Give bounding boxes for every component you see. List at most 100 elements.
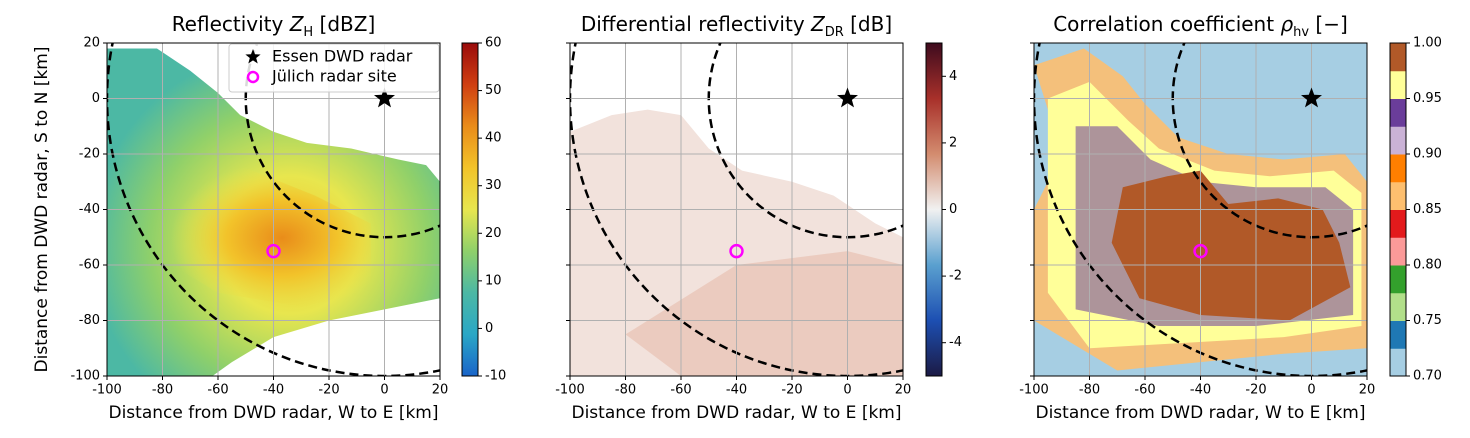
colorbar-segment [1390, 320, 1406, 349]
x-axis-label: Distance from DWD radar, W to E [km] [571, 403, 901, 423]
colorbar-tick-label: -4 [949, 335, 962, 350]
title-part: [dB] [844, 12, 892, 36]
colorbar-segment [1390, 98, 1406, 127]
x-tick-label: -20 [318, 383, 339, 398]
x-axis-label: Distance from DWD radar, W to E [km] [1035, 403, 1365, 423]
x-tick-label: -40 [726, 383, 747, 398]
colorbar-tick-label: 0.85 [1413, 202, 1442, 217]
colorbar-segment [1390, 265, 1406, 294]
title-part: Z [289, 12, 305, 36]
title-part: hv [1293, 25, 1309, 40]
field-region [148, 154, 371, 307]
y-tick-label: -40 [79, 202, 100, 217]
x-tick-label: -80 [615, 383, 636, 398]
colorbar-tick-label: 0.70 [1413, 369, 1442, 384]
x-tick-label: -20 [1245, 383, 1266, 398]
x-tick-label: -60 [207, 383, 228, 398]
field-region [625, 251, 903, 376]
legend-marker [246, 70, 260, 84]
x-tick-label: -40 [263, 383, 284, 398]
y-tick-label: -20 [79, 147, 100, 162]
chart-title: Differential reflectivity ZDR [dB] [581, 12, 892, 41]
chart-title: Correlation coefficient ρhv [−] [1053, 12, 1348, 41]
radar-marker [1301, 87, 1322, 108]
colorbar-tick-label: 0 [949, 202, 957, 217]
title-part: [−] [1309, 12, 1348, 36]
colorbar-segment [1390, 126, 1406, 155]
axes-frame [106, 42, 441, 377]
colorbar-tick-label: 40 [485, 131, 502, 146]
colorbar-segment [1390, 209, 1406, 238]
legend-label: Jülich radar site [271, 67, 397, 86]
colorbar-tick-label: 0.80 [1413, 258, 1442, 273]
y-tick-label: -80 [79, 313, 100, 328]
y-tick-label: -100 [70, 369, 100, 384]
title-part: ρ [1280, 12, 1293, 36]
colorbar-tick-label: 10 [485, 273, 502, 288]
colorbar-tick-label: 2 [949, 135, 957, 150]
colorbar-tick-label: 30 [485, 178, 502, 193]
colorbar-tick-label: 60 [485, 36, 502, 51]
x-tick-label: -40 [1190, 383, 1211, 398]
colorbar-tick-label: -10 [485, 369, 506, 384]
radar-marker [837, 87, 858, 108]
colorbar-segment [1390, 154, 1406, 183]
x-tick-label: -20 [781, 383, 802, 398]
y-tick-label: -60 [79, 258, 100, 273]
colorbar-segment [1390, 181, 1406, 210]
colorbar-segment [1390, 237, 1406, 266]
axes-frame [569, 42, 904, 377]
site-marker [266, 243, 281, 259]
x-axis-label: Distance from DWD radar, W to E [km] [108, 403, 438, 423]
x-tick-label: 0 [843, 383, 851, 398]
colorbar-tick-label: 0 [485, 321, 493, 336]
title-part: DR [825, 25, 844, 40]
x-tick-label: -80 [1079, 383, 1100, 398]
colorbar-tick-label: 50 [485, 83, 502, 98]
title-part: Differential reflectivity [581, 12, 811, 36]
radar-marker [374, 87, 395, 108]
colorbar-segment [1390, 43, 1406, 72]
title-part: Z [810, 12, 826, 36]
x-tick-label: 0 [1307, 383, 1315, 398]
legend-marker [245, 49, 261, 64]
x-tick-label: -100 [555, 383, 585, 398]
colorbar-frame [461, 42, 479, 377]
y-tick-label: 0 [92, 91, 100, 106]
x-tick-label: 0 [380, 383, 388, 398]
x-tick-label: -100 [1019, 383, 1049, 398]
title-part: [dBZ] [313, 12, 375, 36]
y-tick-label: 20 [83, 36, 100, 51]
colorbar-segment [1390, 292, 1406, 321]
colorbar-segment [1390, 70, 1406, 99]
colorbar-tick-label: 0.75 [1413, 313, 1442, 328]
x-tick-label: 20 [432, 383, 449, 398]
x-tick-label: -60 [1134, 383, 1155, 398]
legend-label: Essen DWD radar [272, 47, 413, 66]
x-tick-label: -60 [670, 383, 691, 398]
title-part: Correlation coefficient [1053, 12, 1280, 36]
site-marker [1193, 243, 1208, 259]
colorbar-tick-label: 1.00 [1413, 36, 1442, 51]
title-part: H [303, 25, 313, 40]
x-tick-label: 20 [1359, 383, 1376, 398]
site-marker [729, 243, 744, 259]
colorbar-tick-label: 0.95 [1413, 91, 1442, 106]
colorbar [462, 43, 478, 376]
legend-box [228, 43, 440, 93]
y-axis-label: Distance from DWD radar, S to N [km] [32, 47, 52, 373]
colorbar-segment [1390, 348, 1406, 377]
field-region [1111, 170, 1351, 321]
colorbar-tick-label: 20 [485, 226, 502, 241]
x-tick-label: 20 [895, 383, 912, 398]
axes-frame [1033, 42, 1368, 377]
colorbar-tick-label: 0.90 [1413, 147, 1442, 162]
title-part: Reflectivity [172, 12, 290, 36]
colorbar [926, 43, 942, 376]
chart-title: Reflectivity ZH [dBZ] [172, 12, 376, 41]
x-tick-label: -80 [152, 383, 173, 398]
x-tick-label: -100 [92, 383, 122, 398]
colorbar-tick-label: -2 [949, 269, 962, 284]
